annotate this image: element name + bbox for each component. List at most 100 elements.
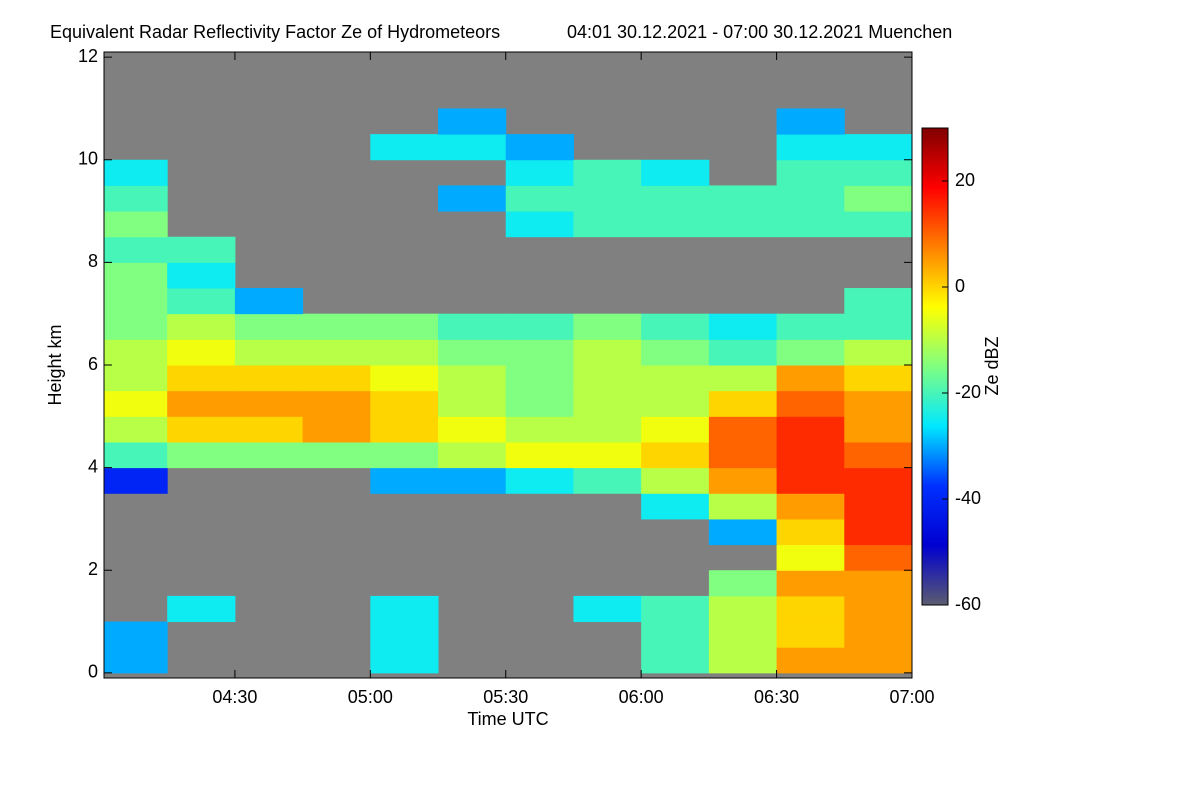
heatmap-cell <box>776 518 845 546</box>
heatmap-cell <box>844 339 912 366</box>
heatmap-cell <box>844 595 912 623</box>
heatmap-cell <box>641 441 710 469</box>
x-tick-label: 06:30 <box>754 687 799 707</box>
heatmap-cell <box>505 390 574 417</box>
heatmap-cell <box>708 647 778 674</box>
heatmap-cell <box>438 390 507 417</box>
heatmap-cell <box>708 621 778 648</box>
heatmap-cell <box>844 621 912 648</box>
heatmap-cell <box>505 313 574 340</box>
heatmap-cell <box>776 390 845 417</box>
heatmap-cell <box>776 108 845 135</box>
heatmap-cell <box>370 647 439 674</box>
heatmap-cell <box>370 339 439 366</box>
heatmap-cell <box>573 211 642 238</box>
heatmap-cell <box>167 365 236 392</box>
heatmap-cell <box>104 390 168 417</box>
colorbar-tick-label: 20 <box>955 170 975 190</box>
heatmap-cell <box>776 493 845 520</box>
y-tick-label: 2 <box>88 559 98 579</box>
heatmap-cell <box>438 365 507 392</box>
heatmap <box>104 108 912 674</box>
heatmap-cell <box>167 441 236 469</box>
heatmap-cell <box>370 441 439 469</box>
heatmap-cell <box>302 390 371 417</box>
x-tick-label: 04:30 <box>212 687 257 707</box>
chart-title: Equivalent Radar Reflectivity Factor Ze … <box>50 22 500 42</box>
colorbar-tick-label: -60 <box>955 594 981 614</box>
heatmap-cell <box>370 416 439 443</box>
heatmap-cell <box>370 390 439 417</box>
heatmap-cell <box>505 365 574 392</box>
heatmap-cell <box>505 159 574 186</box>
heatmap-cell <box>104 339 168 366</box>
heatmap-cell <box>708 441 778 469</box>
heatmap-cell <box>844 441 912 469</box>
heatmap-cell <box>641 313 710 340</box>
heatmap-cell <box>641 621 710 648</box>
heatmap-cell <box>234 441 304 469</box>
heatmap-cell <box>776 313 845 340</box>
heatmap-cell <box>573 365 642 392</box>
heatmap-cell <box>641 467 710 494</box>
heatmap-cell <box>844 570 912 597</box>
y-axis-label: Height km <box>45 324 65 405</box>
heatmap-cell <box>708 570 778 597</box>
heatmap-cell <box>438 339 507 366</box>
heatmap-cell <box>641 159 710 186</box>
heatmap-cell <box>104 185 168 212</box>
heatmap-cell <box>104 416 168 443</box>
heatmap-cell <box>234 313 304 340</box>
colorbar <box>921 127 949 606</box>
heatmap-cell <box>104 441 168 469</box>
heatmap-cell <box>708 390 778 417</box>
heatmap-cell <box>234 339 304 366</box>
heatmap-cell <box>708 185 778 212</box>
x-tick-label: 05:00 <box>348 687 393 707</box>
heatmap-cell <box>370 621 439 648</box>
heatmap-cell <box>370 365 439 392</box>
heatmap-cell <box>104 621 168 648</box>
heatmap-cell <box>505 134 574 161</box>
heatmap-cell <box>641 365 710 392</box>
heatmap-cell <box>844 390 912 417</box>
colorbar-label: Ze dBZ <box>982 336 1002 395</box>
heatmap-cell <box>776 441 845 469</box>
heatmap-cell <box>708 339 778 366</box>
y-tick-label: 12 <box>78 46 98 66</box>
heatmap-cell <box>573 416 642 443</box>
heatmap-cell <box>844 134 912 161</box>
heatmap-cell <box>844 416 912 443</box>
x-tick-label: 07:00 <box>889 687 934 707</box>
heatmap-cell <box>438 108 507 135</box>
x-tick-label: 05:30 <box>483 687 528 707</box>
y-tick-label: 4 <box>88 456 98 476</box>
heatmap-cell <box>104 467 168 494</box>
heatmap-cell <box>708 493 778 520</box>
heatmap-cell <box>505 467 574 494</box>
heatmap-cell <box>505 211 574 238</box>
heatmap-cell <box>505 339 574 366</box>
heatmap-cell <box>438 467 507 494</box>
heatmap-cell <box>776 211 845 238</box>
heatmap-cell <box>776 621 845 648</box>
heatmap-cell <box>302 441 371 469</box>
heatmap-cell <box>438 416 507 443</box>
heatmap-cell <box>234 365 304 392</box>
heatmap-cell <box>776 134 845 161</box>
heatmap-cell <box>641 390 710 417</box>
heatmap-cell <box>167 262 236 289</box>
colorbar-tick-label: -40 <box>955 488 981 508</box>
heatmap-cell <box>167 236 236 263</box>
heatmap-cell <box>573 159 642 186</box>
heatmap-cell <box>708 416 778 443</box>
heatmap-cell <box>708 467 778 494</box>
heatmap-cell <box>234 288 304 315</box>
colorbar-tick-label: 0 <box>955 276 965 296</box>
heatmap-cell <box>370 595 439 623</box>
heatmap-cell <box>167 595 236 623</box>
chart-subtitle: 04:01 30.12.2021 - 07:00 30.12.2021 Muen… <box>567 22 952 42</box>
heatmap-cell <box>104 262 168 289</box>
